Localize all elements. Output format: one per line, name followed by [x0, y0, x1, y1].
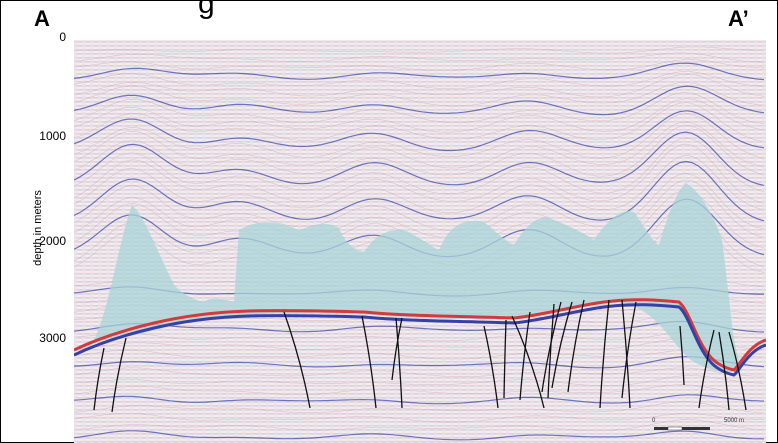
reflector — [74, 62, 765, 81]
y-tick-3000: 3000 — [39, 331, 66, 345]
fault-line — [541, 301, 562, 393]
reflector — [74, 46, 765, 54]
fault-line — [483, 325, 499, 409]
reflector — [74, 52, 765, 63]
fault-line — [519, 311, 531, 401]
reflector — [74, 121, 765, 169]
reflector — [74, 131, 765, 186]
fault-line — [718, 331, 730, 411]
fault-line — [698, 329, 715, 409]
reflector — [74, 375, 765, 387]
reflector — [74, 113, 765, 159]
y-axis-label: depth in meters — [32, 190, 44, 266]
scale-distance-label: 5000 m — [724, 418, 745, 424]
reflector — [74, 85, 765, 116]
fault-line — [391, 317, 403, 381]
reflector — [74, 82, 765, 107]
reflector — [74, 71, 765, 90]
fault-line — [621, 299, 631, 409]
reflector — [74, 143, 765, 204]
y-tick-0: 0 — [59, 30, 66, 44]
reflector — [74, 419, 765, 432]
reflector-lines — [74, 46, 765, 441]
fault-lines — [93, 299, 747, 413]
reflector — [74, 92, 765, 124]
fault-line — [93, 347, 105, 411]
fault-line — [567, 299, 585, 393]
fault-line — [551, 301, 573, 389]
fault-line — [621, 301, 637, 399]
fault-line — [111, 337, 127, 413]
reflector — [74, 73, 765, 98]
reflector — [74, 125, 765, 177]
scale-zero-label: 0 — [652, 418, 656, 424]
reflector — [74, 349, 764, 360]
reflector — [74, 102, 765, 142]
fault-line — [679, 325, 685, 386]
section-start-label: A — [34, 6, 50, 31]
title-fragment: g — [198, 0, 215, 20]
section-end-label: A’ — [728, 6, 749, 31]
reflector — [74, 98, 765, 133]
fault-line — [511, 315, 545, 409]
reflector — [74, 173, 765, 231]
reflector — [74, 338, 765, 351]
fault-line — [361, 315, 377, 409]
fault-line — [728, 331, 747, 411]
reflector — [74, 59, 765, 71]
reflector — [74, 160, 765, 222]
scale-bar — [654, 426, 710, 431]
reflector — [74, 401, 765, 414]
reflector — [74, 384, 765, 396]
base-salt-reflector-blue — [74, 303, 766, 377]
reflector — [74, 331, 765, 342]
fault-line — [547, 303, 555, 399]
base-salt-reflector — [74, 298, 766, 372]
reflector — [74, 430, 764, 441]
reflector — [74, 179, 765, 239]
reflector — [74, 154, 765, 213]
reflector — [74, 412, 764, 423]
fault-line — [503, 319, 507, 399]
reflector — [74, 367, 765, 377]
fault-line — [599, 299, 610, 409]
y-tick-1000: 1000 — [39, 129, 66, 143]
reflector — [74, 110, 765, 152]
y-tick-2000: 2000 — [39, 234, 66, 248]
salt-body — [94, 183, 742, 373]
reflector — [74, 137, 765, 195]
reflector — [74, 356, 765, 369]
reflector — [74, 394, 765, 405]
fault-line — [395, 317, 403, 409]
seismic-image — [74, 40, 766, 443]
seismic-section: 0 5000 m — [74, 40, 766, 443]
fault-line — [283, 311, 311, 409]
reflector — [74, 320, 765, 333]
